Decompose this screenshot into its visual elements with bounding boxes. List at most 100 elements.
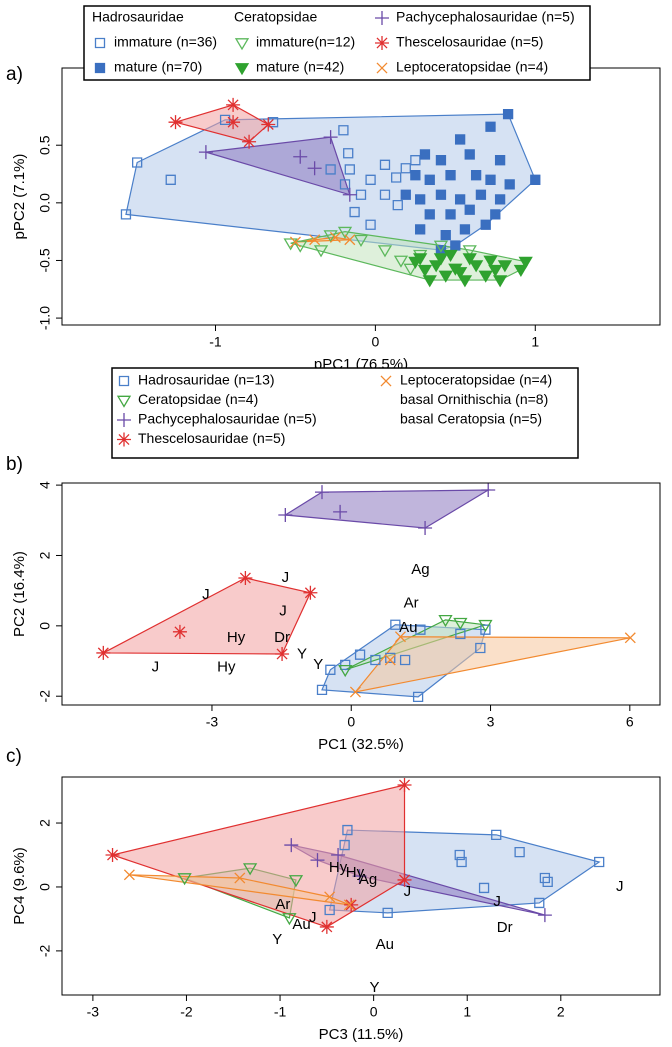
legend-group-title: Hadrosauridae bbox=[92, 9, 184, 25]
data-point bbox=[514, 846, 525, 858]
data-point bbox=[594, 856, 605, 868]
taxon-label: J bbox=[202, 586, 210, 603]
data-point bbox=[226, 115, 241, 130]
taxon-label: Ar bbox=[404, 595, 419, 612]
data-point bbox=[198, 145, 213, 160]
x-tick-label: 6 bbox=[626, 714, 634, 730]
data-point bbox=[412, 691, 424, 703]
data-point bbox=[394, 631, 406, 643]
data-point bbox=[468, 260, 484, 273]
x-axis-label: PC3 (11.5%) bbox=[319, 1026, 404, 1042]
data-point bbox=[379, 189, 391, 200]
taxon-label: Y bbox=[272, 931, 282, 948]
data-point bbox=[313, 245, 329, 258]
x-axis-label: PC1 (32.5%) bbox=[318, 736, 404, 753]
legend-label: Pachycephalosauridae (n=5) bbox=[396, 9, 575, 25]
data-point bbox=[303, 585, 318, 600]
data-point bbox=[343, 899, 355, 911]
data-point bbox=[392, 199, 403, 211]
data-point bbox=[422, 275, 437, 288]
data-point bbox=[413, 253, 428, 266]
legend-label: Thescelosauridae (n=5) bbox=[138, 430, 285, 446]
legend-symbol bbox=[234, 63, 250, 76]
data-point bbox=[464, 204, 475, 215]
y-tick-label: 0 bbox=[37, 883, 53, 891]
legend-symbol bbox=[118, 375, 130, 387]
legend-symbol bbox=[94, 37, 106, 49]
legend-label: Leptoceratopsidae (n=4) bbox=[396, 59, 548, 75]
data-point bbox=[438, 615, 453, 628]
taxon-label: Y bbox=[297, 646, 307, 663]
x-tick-label: -1 bbox=[274, 1004, 287, 1020]
legend-box bbox=[83, 5, 591, 81]
taxon-label: J bbox=[282, 569, 290, 586]
data-point bbox=[382, 907, 393, 918]
y-axis-label: PC4 (9.6%) bbox=[11, 847, 28, 925]
data-point bbox=[397, 777, 412, 792]
data-point bbox=[513, 264, 529, 277]
taxon-label: Au bbox=[376, 936, 394, 953]
data-point bbox=[403, 263, 418, 276]
legend-label: Hadrosauridae (n=13) bbox=[138, 372, 275, 388]
data-point bbox=[379, 159, 391, 170]
data-point bbox=[490, 209, 501, 220]
data-point bbox=[455, 628, 466, 640]
data-point bbox=[537, 908, 552, 923]
data-point bbox=[96, 645, 111, 660]
data-point bbox=[494, 155, 506, 166]
data-point bbox=[344, 897, 359, 912]
data-point bbox=[454, 134, 466, 145]
panel-label: b) bbox=[6, 454, 23, 475]
x-tick-label: 0 bbox=[371, 334, 379, 350]
x-tick-label: -1 bbox=[209, 334, 222, 350]
data-point bbox=[338, 664, 353, 678]
data-point bbox=[390, 619, 401, 630]
x-tick-label: 0 bbox=[370, 1004, 378, 1020]
data-point bbox=[450, 240, 461, 251]
x-tick-label: -3 bbox=[87, 1004, 100, 1020]
data-point bbox=[120, 209, 132, 220]
data-point bbox=[492, 275, 508, 288]
taxon-label: J bbox=[404, 883, 412, 900]
data-point bbox=[385, 652, 396, 664]
data-point bbox=[399, 654, 411, 666]
data-point bbox=[470, 170, 482, 181]
taxon-label: Ag bbox=[359, 871, 377, 888]
data-point bbox=[352, 869, 367, 884]
data-point bbox=[483, 255, 498, 268]
data-point bbox=[462, 253, 477, 266]
data-point bbox=[478, 270, 493, 283]
data-point bbox=[454, 849, 465, 861]
data-point bbox=[504, 179, 515, 190]
taxon-label: Ar bbox=[275, 896, 290, 913]
data-point bbox=[433, 253, 449, 266]
taxon-label: J bbox=[616, 878, 624, 895]
data-point bbox=[323, 130, 338, 145]
data-point bbox=[339, 839, 350, 851]
y-tick-label: -0.5 bbox=[37, 248, 53, 272]
y-tick-label: -2 bbox=[37, 690, 53, 703]
data-point bbox=[338, 125, 349, 136]
data-point bbox=[518, 256, 533, 269]
legend-label: Ceratopsidae (n=4) bbox=[138, 391, 258, 407]
data-point bbox=[433, 240, 449, 253]
data-point bbox=[242, 863, 258, 876]
data-point bbox=[315, 485, 329, 500]
data-point bbox=[168, 115, 183, 130]
data-point bbox=[443, 249, 458, 262]
data-point bbox=[344, 164, 355, 175]
data-point bbox=[177, 873, 192, 886]
legend-symbol bbox=[117, 432, 131, 447]
y-tick-label: 4 bbox=[37, 481, 53, 489]
legend-label: immature(n=12) bbox=[256, 34, 355, 50]
data-point bbox=[343, 148, 354, 159]
data-point bbox=[459, 224, 471, 235]
data-point bbox=[325, 664, 336, 675]
data-point bbox=[226, 97, 241, 112]
legend-label: mature (n=42) bbox=[256, 59, 344, 75]
plot-frame bbox=[61, 482, 661, 706]
legend-symbol bbox=[375, 11, 389, 25]
data-point bbox=[284, 838, 299, 853]
data-point bbox=[480, 219, 491, 230]
y-tick-label: 2 bbox=[37, 819, 53, 827]
